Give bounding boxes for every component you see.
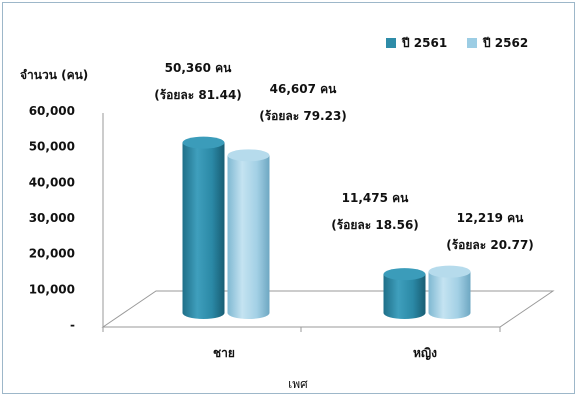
y-tick-label: 10,000 xyxy=(29,282,75,296)
bar-0-1 xyxy=(383,268,426,319)
bar-1-1 xyxy=(428,265,471,319)
bar-1-0 xyxy=(227,149,270,319)
x-tick-label-1: หญิง xyxy=(413,346,437,360)
bar-body xyxy=(428,271,471,319)
legend: ปี 2561 ปี 2562 xyxy=(386,36,528,50)
bar-cap xyxy=(428,265,471,278)
bar-cap xyxy=(383,268,426,281)
data-label-percent-0-1: (ร้อยละ 18.56) xyxy=(331,218,419,232)
bar-body xyxy=(182,142,225,319)
data-label-count-1-1: 12,219 คน xyxy=(457,211,525,225)
bar-cap xyxy=(182,136,225,149)
data-label-percent-1-0: (ร้อยละ 79.23) xyxy=(259,109,347,123)
bar-0-0 xyxy=(182,136,225,319)
x-tick-labels: ชาย หญิง xyxy=(213,346,437,360)
x-tick-label-0: ชาย xyxy=(213,346,235,360)
data-labels: 50,360 คน (ร้อยละ 81.44) 11,475 คน (ร้อยละ … xyxy=(154,61,534,252)
legend-label-2562: ปี 2562 xyxy=(482,36,528,50)
data-label-count-0-1: 11,475 คน xyxy=(342,191,410,205)
bar-cap xyxy=(227,149,270,162)
bar-body xyxy=(227,155,270,319)
y-tick-labels: - 10,000 20,000 30,000 40,000 50,000 60,000 xyxy=(29,104,75,332)
y-tick-label: - xyxy=(70,318,75,332)
data-label-percent-1-1: (ร้อยละ 20.77) xyxy=(446,238,534,252)
legend-swatch-2562 xyxy=(467,38,477,48)
y-tick-label: 60,000 xyxy=(29,104,75,118)
bars xyxy=(182,136,471,319)
y-axis-title: จำนวน (คน) xyxy=(20,68,88,82)
bar-body xyxy=(383,274,426,319)
data-label-count-1-0: 46,607 คน xyxy=(270,82,338,96)
data-label-count-0-0: 50,360 คน xyxy=(165,61,233,75)
chart-frame xyxy=(2,2,575,394)
data-label-percent-0-0: (ร้อยละ 81.44) xyxy=(154,88,242,102)
legend-swatch-2561 xyxy=(386,38,396,48)
legend-label-2561: ปี 2561 xyxy=(401,36,447,50)
y-tick-label: 50,000 xyxy=(29,140,75,154)
chart-floor xyxy=(101,290,555,328)
y-tick-label: 40,000 xyxy=(29,175,75,189)
y-tick-label: 30,000 xyxy=(29,211,75,225)
y-tick-label: 20,000 xyxy=(29,247,75,261)
x-axis-title: เพศ xyxy=(288,377,308,391)
